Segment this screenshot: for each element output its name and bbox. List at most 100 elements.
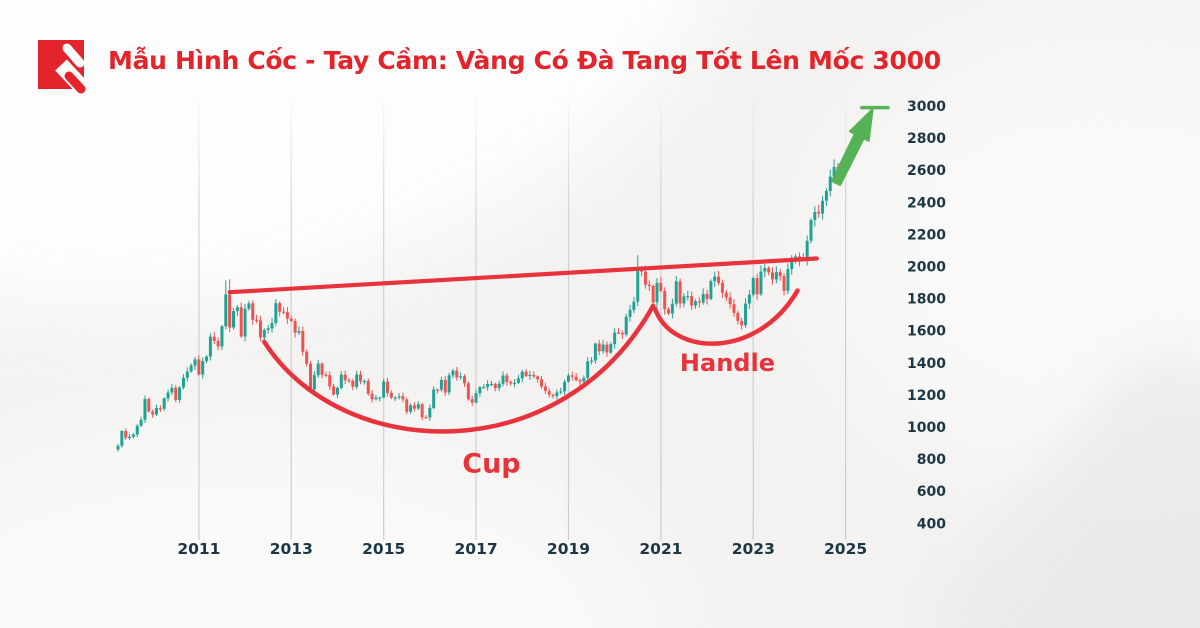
y-axis-tick-label: 3000 [907, 99, 946, 115]
candle-body [370, 393, 374, 400]
y-axis-tick-label: 2000 [907, 260, 946, 276]
candle-body [720, 283, 724, 293]
candle-body [343, 374, 347, 381]
candle-body [717, 276, 721, 284]
candle-body [224, 294, 228, 327]
candle-body [258, 320, 262, 338]
candle-body [832, 166, 836, 177]
candle-body [543, 386, 547, 392]
candle-body [412, 405, 416, 409]
candle-body [620, 332, 624, 335]
candle-body [759, 271, 763, 295]
candle-body [351, 380, 355, 387]
candle-body [420, 404, 424, 418]
candle-body [493, 383, 497, 389]
candle-body [786, 269, 790, 291]
candle-body [570, 375, 574, 377]
candle-body [755, 278, 759, 295]
candle-body [813, 211, 817, 220]
candle-body [436, 389, 440, 391]
cup-annotation-label: Cup [462, 448, 521, 480]
candle-body [285, 312, 289, 319]
candle-body [697, 301, 701, 303]
y-axis-tick-label: 600 [917, 484, 946, 500]
candle-body [497, 383, 501, 389]
candle-body [817, 211, 821, 214]
candle-body [228, 294, 232, 328]
candle-body [509, 382, 513, 384]
candle-body [670, 303, 674, 314]
candle-body [282, 311, 286, 313]
handle-annotation-label: Handle [679, 348, 775, 377]
candle-body [767, 268, 771, 273]
candle-body [782, 276, 786, 291]
y-axis-tick-label: 2600 [907, 163, 946, 179]
candle-body [466, 383, 470, 400]
candle-body [297, 331, 301, 333]
candle-body [124, 431, 128, 438]
resistance-trendline [227, 256, 819, 295]
candle-body [389, 392, 393, 398]
candle-body [590, 360, 594, 362]
candle-body [613, 332, 617, 345]
candle-body [255, 319, 259, 321]
candle-body [528, 374, 532, 377]
candle-body [463, 376, 466, 384]
logo-white-slash [62, 43, 85, 68]
candle-body [624, 316, 628, 335]
candle-body [397, 396, 401, 398]
candle-body [763, 268, 767, 272]
gridline [845, 88, 847, 540]
y-axis-tick-label: 800 [917, 452, 946, 468]
candle-body [409, 405, 413, 412]
candle-body [709, 281, 713, 300]
candle-body [347, 380, 351, 382]
candle-body [116, 445, 120, 450]
candle-body [382, 381, 386, 398]
candle-body [667, 309, 671, 314]
handle-curve [652, 288, 800, 346]
candle-body [574, 376, 578, 381]
candle-body [643, 271, 647, 285]
candle-body [220, 326, 224, 347]
gridline [660, 88, 662, 540]
candle-body [647, 284, 651, 286]
candle-body [251, 303, 255, 320]
candle-body [821, 200, 825, 214]
y-axis-tick-label: 1000 [907, 420, 946, 436]
candle-body [135, 425, 139, 435]
candle-body [597, 343, 601, 352]
gridline [290, 88, 292, 540]
candle-body [713, 276, 717, 282]
candle-body [809, 219, 813, 241]
candle-body [682, 296, 686, 304]
y-axis-tick-label: 1400 [907, 356, 946, 372]
candle-body [293, 320, 297, 333]
y-axis-tick-label: 2200 [907, 227, 946, 243]
candle-body [178, 387, 182, 400]
candle-body [439, 379, 443, 390]
candle-body [151, 411, 155, 415]
y-axis-tick-label: 1800 [907, 292, 946, 308]
candle-body [728, 297, 732, 305]
candle-body [143, 398, 147, 420]
candle-body [197, 359, 201, 375]
candle-body [432, 389, 436, 409]
candle-body [386, 381, 389, 393]
candle-body [566, 375, 570, 382]
candle-body [320, 363, 324, 375]
candle-body [551, 394, 555, 397]
candle-body [139, 419, 143, 426]
candle-body [559, 391, 563, 393]
x-axis-tick-label: 2013 [270, 540, 313, 558]
candle-body [335, 387, 339, 395]
candle-body [520, 371, 524, 379]
gridlines-group [198, 88, 847, 540]
candle-body [524, 371, 528, 376]
candle-body [501, 375, 505, 384]
gridline [567, 88, 570, 540]
candle-body [740, 320, 744, 326]
candle-body [274, 303, 278, 323]
candle-body [405, 399, 409, 412]
